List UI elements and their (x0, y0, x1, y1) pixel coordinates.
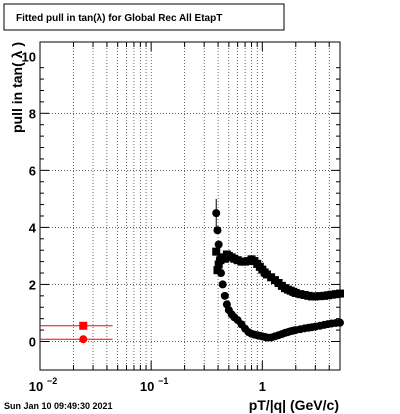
x-axis-label: pT/|q| (GeV/c) (249, 397, 339, 413)
circle-point (213, 226, 222, 235)
plot-frame (39, 41, 341, 371)
x-tick-label: 10 (29, 379, 43, 394)
circle-point (336, 318, 344, 327)
chart-title: Fitted pull in tan(λ) for Global Rec All… (16, 13, 222, 24)
timestamp: Sun Jan 10 09:49:30 2021 (4, 401, 113, 411)
y-axis-label: pull in tan( λ ) (9, 42, 25, 133)
y-tick-label: 8 (29, 106, 36, 121)
x-tick-exponent: −1 (158, 376, 168, 386)
y-tick-label: 2 (29, 277, 36, 292)
y-tick-label: 4 (29, 220, 37, 235)
circle-point (212, 209, 221, 218)
square-point (79, 321, 88, 330)
circle-point (215, 254, 224, 263)
y-tick-label: 0 (29, 334, 36, 349)
square-point (331, 290, 340, 299)
tick-labels: 0 2 4 6 8 10 10 −2 10 −1 1 (22, 49, 266, 394)
square-point (220, 254, 229, 263)
square-point (262, 270, 271, 279)
square-point (315, 292, 324, 301)
axis-ticks (39, 42, 341, 370)
square-point (311, 292, 320, 301)
x-tick-label: 10 (140, 379, 154, 394)
circle-point (214, 240, 223, 249)
circle-point (220, 291, 229, 300)
y-tick-label: 10 (22, 49, 36, 64)
data-marks (40, 198, 344, 344)
circle-point (218, 280, 227, 289)
square-point (336, 289, 344, 298)
square-point (296, 290, 305, 299)
square-point (291, 288, 300, 297)
circle-point (79, 335, 88, 344)
square-point (213, 266, 222, 275)
y-tick-label: 6 (29, 163, 36, 178)
x-tick-exponent: −2 (47, 376, 57, 386)
square-point (212, 247, 221, 256)
title-box (3, 3, 285, 31)
square-point (214, 260, 223, 269)
circle-point (217, 269, 226, 278)
square-point (327, 290, 336, 299)
x-tick-label: 1 (259, 379, 266, 394)
